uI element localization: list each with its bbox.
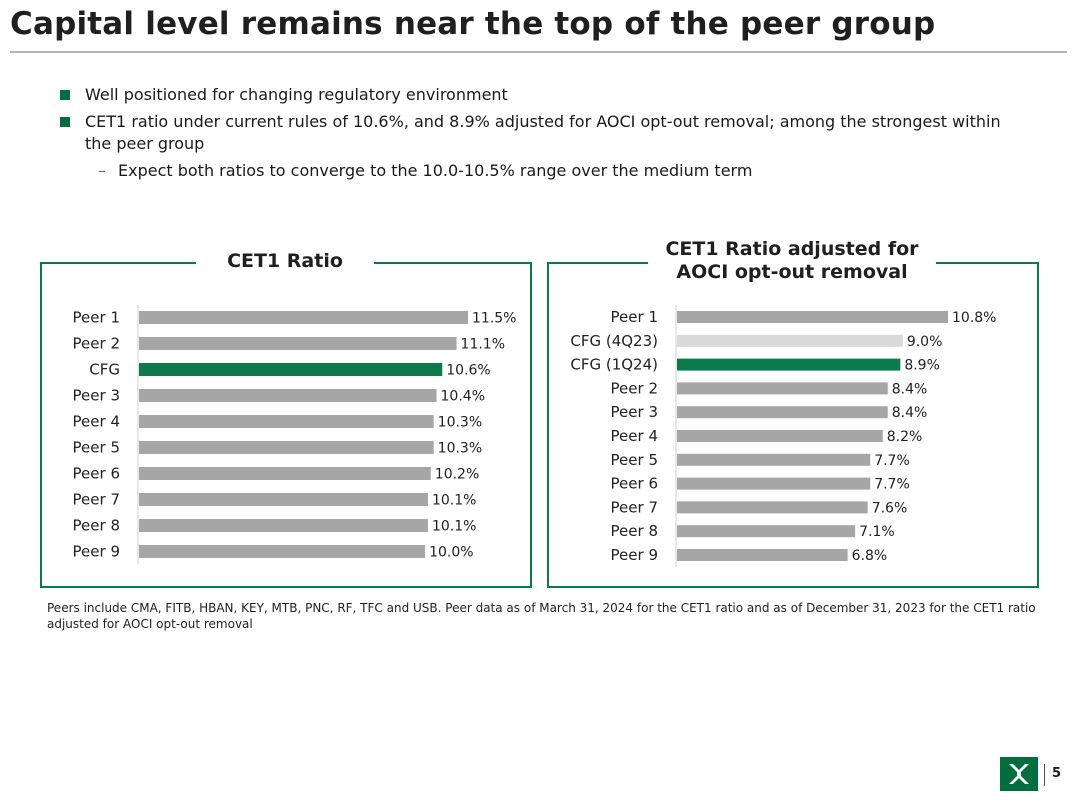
data-label: 7.6% [872, 500, 908, 516]
data-label: 6.8% [852, 548, 888, 564]
company-logo [1000, 757, 1038, 791]
page-title: Capital level remains near the top of th… [10, 6, 936, 42]
category-label: Peer 8 [73, 517, 120, 535]
bar [139, 311, 468, 324]
data-label: 8.9% [904, 358, 940, 374]
bullet-text: CET1 ratio under current rules of 10.6%,… [85, 112, 1001, 153]
data-label: 10.1% [432, 519, 476, 535]
category-label: Peer 2 [73, 335, 120, 353]
bar [139, 389, 437, 402]
bar [677, 334, 903, 347]
bar [139, 519, 428, 532]
category-label: CFG (1Q24) [570, 356, 658, 374]
category-label: Peer 9 [73, 543, 120, 561]
category-label: Peer 1 [73, 309, 120, 327]
footnote: Peers include CMA, FITB, HBAN, KEY, MTB,… [47, 601, 1036, 631]
bar [677, 549, 848, 561]
cet1-ratio-chart: Peer 1 11.5% Peer 2 11.1% CFG 10.6% Peer 3 10.4… [73, 305, 516, 564]
category-label: CFG [89, 361, 120, 379]
data-label: 10.2% [435, 467, 479, 483]
category-label: Peer 6 [73, 465, 120, 483]
category-label: Peer 8 [611, 522, 658, 540]
category-label: Peer 7 [611, 498, 658, 516]
bar [139, 493, 428, 506]
data-label: 10.8% [952, 310, 996, 326]
page-number: 5 [1052, 766, 1062, 781]
data-label: 7.7% [874, 453, 910, 469]
data-label: 10.3% [438, 441, 482, 457]
chart-title-text: CET1 Ratio adjusted for AOCI opt-out rem… [665, 238, 919, 283]
category-label: CFG (4Q23) [570, 332, 658, 350]
bullet-item: Well positioned for changing regulatory … [60, 84, 1020, 106]
category-label: Peer 1 [611, 308, 658, 326]
data-label: 8.2% [887, 429, 923, 445]
category-label: Peer 4 [73, 413, 120, 431]
sub-bullet-item: – Expect both ratios to converge to the … [60, 160, 1020, 182]
data-label: 7.7% [874, 477, 910, 493]
category-label: Peer 6 [611, 475, 658, 493]
category-label: Peer 7 [73, 491, 120, 509]
data-label: 9.0% [907, 334, 943, 350]
bar [677, 358, 901, 371]
square-bullet-icon [60, 90, 70, 100]
bar [677, 382, 888, 395]
data-label: 8.4% [892, 405, 928, 421]
category-label: Peer 5 [73, 439, 120, 457]
data-label: 11.5% [472, 311, 516, 327]
category-label: Peer 3 [73, 387, 120, 405]
sub-bullet-text: Expect both ratios to converge to the 10… [118, 161, 753, 180]
bar [139, 363, 443, 376]
data-label: 10.0% [429, 545, 473, 561]
data-label: 10.4% [441, 389, 485, 405]
bar [677, 525, 856, 538]
bar [139, 337, 457, 350]
bar [139, 467, 431, 480]
square-bullet-icon [60, 117, 70, 127]
bar [677, 430, 883, 442]
data-label: 11.1% [461, 337, 505, 353]
bar [677, 477, 871, 490]
category-label: Peer 3 [611, 403, 658, 421]
category-label: Peer 9 [611, 546, 658, 564]
chart-title: CET1 Ratio [196, 250, 374, 273]
bar [677, 406, 888, 419]
bar [677, 501, 868, 514]
bar [139, 441, 434, 454]
bullet-list: Well positioned for changing regulatory … [60, 84, 1020, 182]
dash-bullet-icon: – [98, 161, 106, 180]
bullet-text: Well positioned for changing regulatory … [85, 85, 508, 104]
data-label: 10.1% [432, 493, 476, 509]
logo-mark-icon [1009, 764, 1029, 784]
page-separator [1044, 764, 1045, 786]
title-divider [10, 51, 1067, 53]
bar [677, 311, 948, 323]
category-label: Peer 5 [611, 451, 658, 469]
cet1-adjusted-chart: Peer 1 10.8% CFG (4Q23) 9.0% CFG (1Q24) 8.9% P… [570, 305, 996, 567]
chart-title: CET1 Ratio adjusted for AOCI opt-out rem… [648, 238, 936, 284]
bar [677, 453, 871, 466]
data-label: 10.3% [438, 415, 482, 431]
category-label: Peer 4 [611, 427, 658, 445]
data-label: 8.4% [892, 381, 928, 397]
bar [139, 545, 426, 558]
bullet-item: CET1 ratio under current rules of 10.6%,… [60, 111, 1020, 155]
data-label: 7.1% [859, 524, 895, 540]
category-label: Peer 2 [611, 379, 658, 397]
data-label: 10.6% [446, 363, 490, 379]
bar [139, 415, 434, 428]
